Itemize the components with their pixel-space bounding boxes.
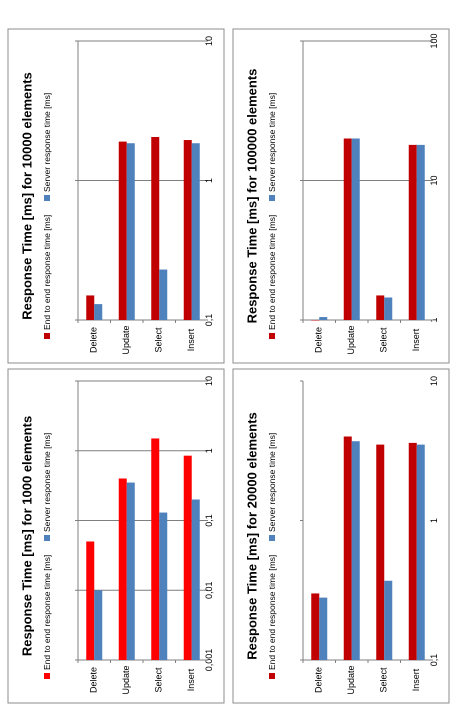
value-tick-label: 10 [429,175,439,185]
category-label: Select [154,667,164,693]
value-tick-label: 10 [429,376,439,386]
bar-insert-end-to-end [408,442,417,660]
value-tick-label: 1 [204,448,214,453]
legend-swatch [44,333,50,339]
value-tick-label: 10 [204,36,214,46]
chart-panel-2: 0,1 1 10 Delete Update Select Insert Response T… [7,28,225,364]
value-tick-label: 0,1 [429,654,439,667]
bar-delete-end-to-end [86,541,95,660]
legend-swatch [269,195,275,201]
bar-select-server [384,580,393,660]
value-tick-label: 0,001 [204,649,214,672]
bar-insert-server [191,143,200,320]
bar-select-end-to-end [151,137,160,320]
category-label: Update [346,665,356,694]
legend-swatch [44,673,50,679]
bar-update-server [126,482,135,660]
bar-select-server [159,512,168,660]
legend-swatch [269,673,275,679]
legend-swatch [269,535,275,541]
category-label: Select [379,667,389,693]
value-tick-label: 100 [429,33,439,48]
category-label: Insert [186,668,196,691]
category-label: Update [121,665,131,694]
bar-update-server [351,441,360,660]
bar-delete-server [94,590,103,660]
bar-select-end-to-end [376,295,385,320]
bar-delete-server [319,597,328,660]
category-label: Update [121,325,131,354]
bar-select-server [159,269,168,320]
legend-swatch [269,333,275,339]
legend-entry: End to end response time [ms] [267,555,277,670]
legend-swatch [44,195,50,201]
legend-entry: Server response time [ms] [42,433,52,532]
legend: End to end response time [ms] Server resp… [267,433,277,679]
chart-panel-1: 0,001 0,01 0,1 1 10 Delete Update Select Insert R… [7,368,225,704]
chart-panel-4: 1 10 100 Delete Update Select Insert Response T… [232,28,450,364]
chart-title: Response Time [ms] for 10000 elements [19,72,34,320]
bar-update-end-to-end [118,478,127,660]
bar-insert-end-to-end [408,144,417,320]
bar-update-end-to-end [343,138,352,320]
legend-entry: End to end response time [ms] [42,215,52,330]
bar-delete-server [319,317,328,320]
bar-insert-server [416,444,425,660]
chart-panel-3: 0,1 1 10 Delete Update Select Insert Response T… [232,368,450,704]
category-label: Select [154,327,164,353]
category-label: Insert [186,328,196,351]
legend-entry: Server response time [ms] [267,93,277,192]
bar-insert-server [191,499,200,660]
bar-delete-end-to-end [311,320,320,321]
bar-update-server [351,138,360,320]
legend-entry: End to end response time [ms] [267,215,277,330]
chart-title: Response Time [ms] for 100000 elements [244,69,259,324]
bar-delete-end-to-end [86,295,95,320]
bar-select-end-to-end [151,438,160,660]
legend-swatch [44,535,50,541]
bar-update-end-to-end [343,436,352,660]
bar-update-server [126,143,135,320]
category-label: Delete [89,667,99,693]
category-label: Delete [89,327,99,353]
chart-title: Response Time [ms] for 20000 elements [244,412,259,660]
legend: End to end response time [ms] Server resp… [42,433,52,679]
bar-select-server [384,297,393,320]
chart-title: Response Time [ms] for 1000 elements [19,416,34,656]
category-label: Update [346,325,356,354]
bar-select-end-to-end [376,444,385,660]
value-tick-label: 0,1 [204,514,214,527]
bar-delete-server [94,304,103,320]
bar-insert-end-to-end [183,140,192,320]
category-label: Insert [411,668,421,691]
category-label: Delete [314,667,324,693]
value-tick-label: 1 [429,518,439,523]
legend-entry: End to end response time [ms] [42,555,52,670]
bar-insert-server [416,144,425,320]
value-tick-label: 1 [429,317,439,322]
category-label: Select [379,327,389,353]
value-tick-label: 0,01 [204,581,214,599]
legend: End to end response time [ms] Server resp… [42,93,52,339]
value-tick-label: 10 [204,376,214,386]
bar-update-end-to-end [118,141,127,320]
bar-insert-end-to-end [183,455,192,660]
value-tick-label: 0,1 [204,314,214,327]
bar-delete-end-to-end [311,593,320,660]
category-label: Delete [314,327,324,353]
value-tick-label: 1 [204,178,214,183]
legend-entry: Server response time [ms] [267,433,277,532]
legend-entry: Server response time [ms] [42,93,52,192]
legend: End to end response time [ms] Server resp… [267,93,277,339]
category-label: Insert [411,328,421,351]
